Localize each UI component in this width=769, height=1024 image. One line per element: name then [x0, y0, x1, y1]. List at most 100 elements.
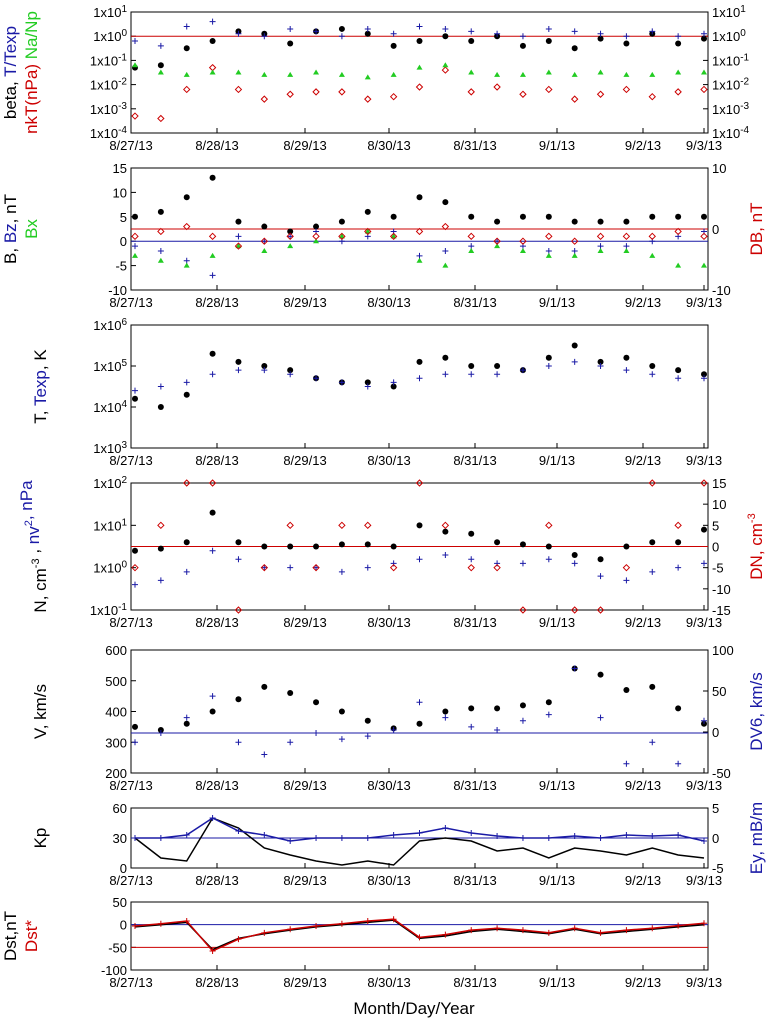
panel-0-series-T/Texp-point: [313, 28, 320, 35]
panel-4-series-V-point: [235, 696, 242, 703]
panel-5-ytick-left-label: 30: [113, 831, 127, 846]
panel-0-series-T/Texp-point: [519, 33, 526, 40]
panel-6-series-Dst*-point: [157, 920, 164, 927]
panel-1-ytick-left-label: 10: [113, 185, 127, 200]
panel-1-series-Bx-point: [235, 243, 242, 249]
panel-0-series-T/Texp-point: [261, 33, 268, 40]
panel-3-series-nv2-point: [623, 577, 630, 584]
panel-0-series-T/Texp-point: [701, 30, 707, 37]
panel-2-series-T-point: [183, 391, 190, 398]
panel-3-series-DN-point: [389, 563, 398, 572]
panel-5-series-Ey-point: [468, 830, 475, 836]
panel-0-series-Na/Np-point: [132, 62, 138, 68]
panel-1-series-Bx-point: [364, 228, 371, 234]
panel-0-ytick-right-label: 1x100: [712, 28, 746, 44]
panel-4-series-V-point: [416, 720, 423, 727]
panel-1-series-Bx-point: [494, 243, 501, 249]
panel-2-xtick-label: 9/3/13: [686, 453, 722, 468]
panel-5-xtick-label: 8/30/13: [367, 873, 410, 888]
panel-2-series-T-point: [649, 363, 656, 369]
panel-3-series-nv2-point: [701, 560, 707, 567]
panel-0-series-Na/Np-point: [675, 69, 682, 75]
panel-1-series-DB-point: [596, 232, 605, 241]
panel-0-series-beta-point: [157, 62, 164, 69]
panel-3-series-DN-point: [570, 606, 579, 614]
panel-0-frame: [130, 11, 709, 134]
panel-1-series-Bx-point: [675, 262, 682, 268]
panel-0-series-Na/Np-point: [494, 71, 501, 77]
panel-3-series-N-point: [571, 551, 578, 558]
panel-0-ytick-right-label: 1x10-3: [712, 101, 750, 117]
panel-3-series-DN-point: [364, 521, 372, 530]
panel-1-series-B-point: [545, 213, 552, 220]
panel-1-series-B-point: [519, 213, 526, 220]
panel-1-series-Bx-point: [597, 247, 604, 253]
panel-6-series-Dst*-point: [235, 936, 242, 943]
panel-3-series-DN-point: [415, 479, 424, 487]
panel-3-series-DN-point: [260, 563, 269, 572]
panel-0-series-beta-point: [545, 38, 552, 45]
panel-3-series-N-point: [364, 541, 371, 548]
panel-5-series-Ey-point: [649, 833, 656, 839]
panel-1-series-B-point: [209, 174, 216, 181]
panel-0-series-T/Texp-point: [468, 28, 475, 35]
panel-0-series-nkT(nPa)-point: [131, 112, 139, 120]
panel-0-series-beta-point: [597, 35, 604, 42]
panel-0-series-nkT(nPa)-point: [157, 114, 165, 123]
panel-3-series-N-point: [519, 541, 526, 548]
panel-6-series-Dst*-point: [675, 922, 682, 929]
panel-3-series-N-point: [338, 541, 345, 548]
panel-0-series-nkT(nPa)-point: [312, 88, 320, 96]
panel-1-xtick-label: 8/29/13: [283, 295, 326, 310]
panel-6-xtick-label: 9/3/13: [686, 975, 722, 990]
panel-4-xtick-label: 8/29/13: [283, 778, 326, 793]
panel-6-ytick-left-label: -100: [101, 963, 127, 978]
panel-2-series-T-point: [157, 404, 164, 410]
panel-1-xtick-label: 8/30/13: [367, 295, 410, 310]
panel-0-ytick-left-label: 1x10-2: [90, 77, 128, 93]
panel-3-xtick-label: 8/27/13: [109, 615, 152, 630]
panel-0-series-nkT(nPa)-point: [234, 85, 243, 94]
panel-1-series-B-point: [390, 213, 397, 220]
panel-5-series-Ey-point: [183, 832, 190, 838]
panel-5-series-Ey-point: [132, 835, 138, 841]
panel-3-series-nv2-point: [519, 560, 526, 567]
panel-6-frame: [130, 901, 709, 971]
panel-0-series-nkT(nPa)-point: [622, 85, 631, 94]
panel-5-series-Ey-point: [390, 832, 397, 838]
panel-1-series-B-point: [494, 218, 501, 225]
panel-2-series-Texp-point: [468, 371, 475, 378]
panel-0-series-Na/Np-point: [183, 71, 190, 77]
panel-6-xtick-label: 8/27/13: [109, 975, 152, 990]
panel-3-series-N-point: [701, 526, 707, 533]
panel-0-series-Na/Np-point: [623, 71, 630, 77]
panel-0-series-nkT(nPa)-point: [286, 90, 294, 98]
panel-0-series-T/Texp-point: [183, 23, 190, 30]
panel-1-series-DB-point: [622, 232, 631, 241]
panel-3-series-DN-point: [312, 563, 320, 572]
panel-2-series-T-point: [494, 363, 501, 369]
panel-5-series-Ey-point: [519, 835, 526, 841]
panel-2-series-Texp-point: [183, 379, 190, 386]
panel-0-ytick-left-label: 1x10-4: [90, 125, 128, 141]
panel-6-series-Dst*-point: [545, 929, 552, 936]
panel-2-series-Texp-point: [235, 367, 242, 374]
panel-1-series-DB-point: [545, 232, 553, 241]
panel-5-series-Ey-point: [261, 832, 268, 838]
panel-4-series-V-point: [545, 699, 552, 706]
panel-0-series-T/Texp-point: [235, 30, 242, 37]
panel-0-series-T/Texp-point: [597, 30, 604, 37]
panel-2-series-Texp-point: [597, 363, 604, 369]
panel-0-series-beta-point: [442, 33, 449, 40]
panel-2-xtick-label: 8/28/13: [195, 453, 238, 468]
panel-0-ytick-right-label: 1x101: [712, 4, 746, 20]
panel-3-series-nv2-point: [338, 568, 345, 575]
panel-4-series-DV6-point: [390, 726, 397, 733]
panel-1-ylabel-right: DB, nT: [747, 203, 766, 256]
panel-1-series-Bx-point: [390, 233, 397, 239]
panel-3-series-DN-point: [441, 521, 450, 530]
panel-1-series-Bz-point: [157, 247, 164, 254]
panel-1-series-Bz-point: [442, 247, 449, 254]
panel-2-series-T-point: [675, 367, 682, 374]
panel-3-series-nv2-point: [313, 564, 320, 571]
